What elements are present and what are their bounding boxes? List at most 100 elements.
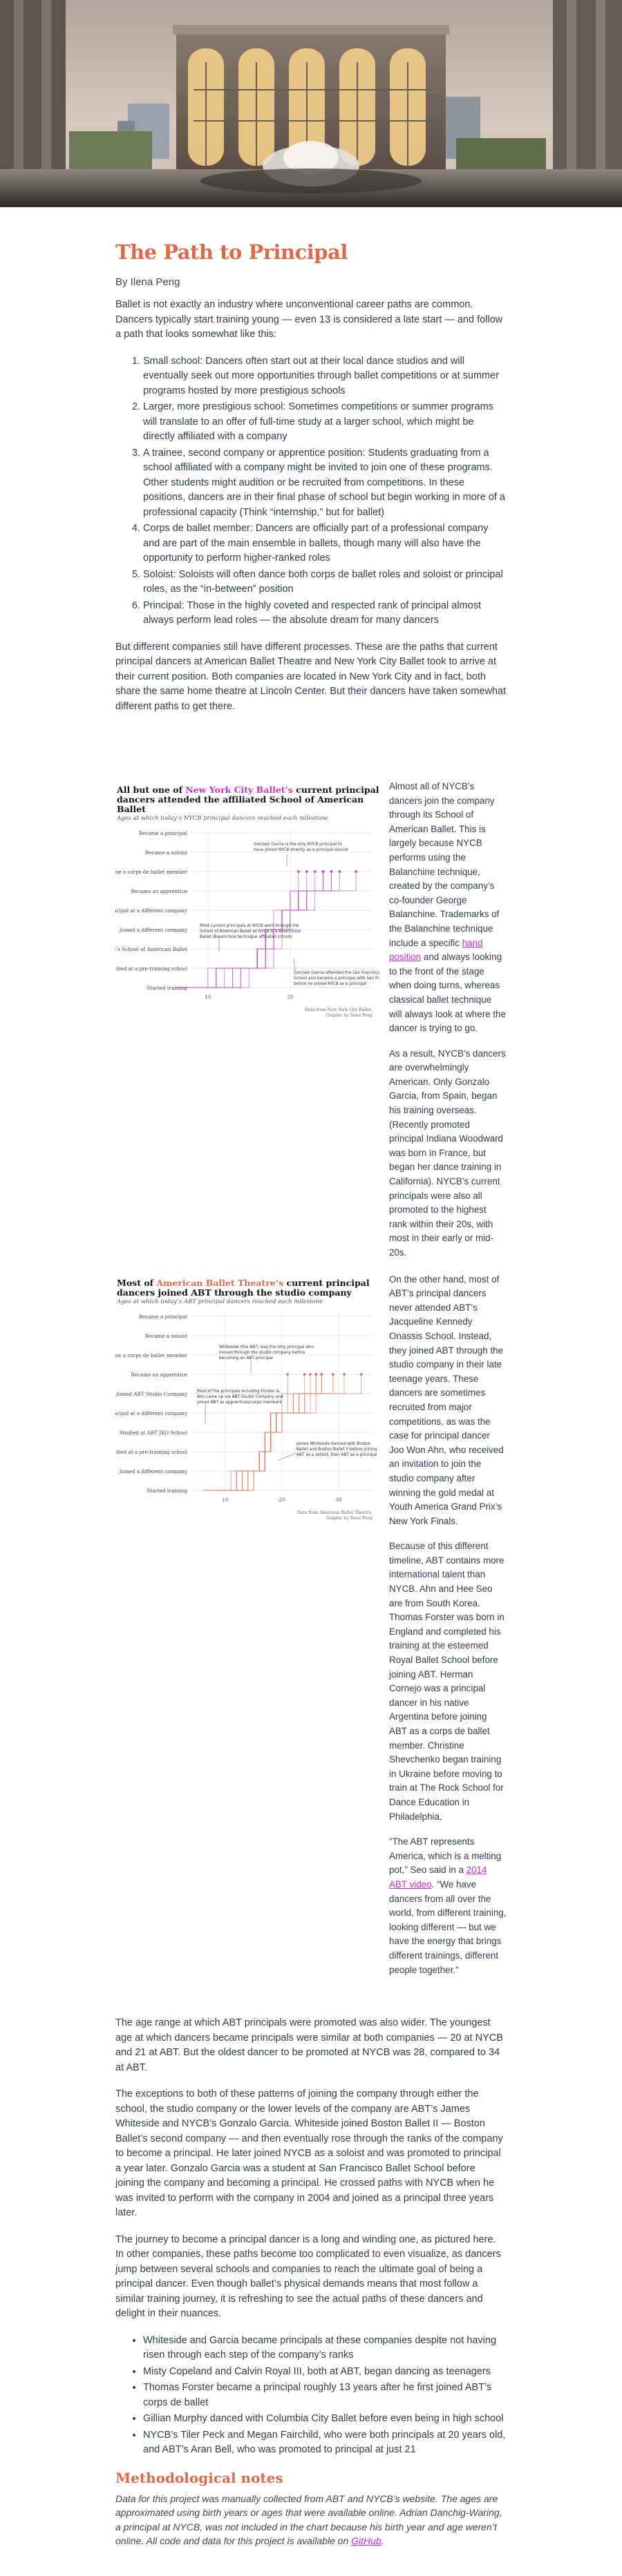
chart-annotation-0: Gonzalo Garcia is the only NYCB principa… bbox=[254, 843, 349, 866]
annotation-line: Ballet and Boston Ballet II before joini… bbox=[296, 1448, 377, 1452]
row-label: Joined a different company bbox=[119, 1468, 188, 1474]
list-item: Corps de ballet member: Dancers are offi… bbox=[143, 521, 507, 566]
chart-credit: Graphic by Ilena Peng bbox=[326, 1516, 373, 1521]
row-label: Studied at ABT JKO School bbox=[120, 1430, 188, 1436]
row-label: Became an apprentice bbox=[131, 888, 187, 894]
annotation-line: joined ABT as apprentices/corps members bbox=[196, 1401, 281, 1405]
abt-video-link[interactable]: 2014 ABT video bbox=[389, 1865, 487, 1890]
nycb-chart-column: All but one of New York City Ballet’s cu… bbox=[73, 780, 395, 1271]
byline: By Ilena Peng bbox=[115, 276, 180, 288]
nycb-chart: Started training Studied at a pre-trainin… bbox=[73, 829, 395, 1018]
row-label: Became a principal bbox=[139, 1314, 188, 1320]
nycb-paragraph-1: Almost all of NYCB’s dancers join the co… bbox=[389, 781, 506, 1034]
annotation-line: James Whiteside danced with Boston bbox=[296, 1442, 371, 1446]
abt-chart-subtitle: Ages at which today’s ABT principal danc… bbox=[117, 1298, 323, 1305]
annotation-line: School and became a principal with San F… bbox=[294, 977, 379, 981]
list-item: Thomas Forster became a principal roughl… bbox=[143, 2381, 507, 2410]
row-label: Studied at a pre-training school bbox=[115, 1449, 188, 1455]
row-label: Became a corps de ballet member bbox=[115, 869, 188, 875]
chart-annotation-1: Most of the principals including Forster… bbox=[196, 1390, 283, 1424]
row-label: Became a soloist bbox=[145, 849, 187, 856]
list-item: Larger, more prestigious school: Sometim… bbox=[143, 400, 507, 445]
abt-section: Most of American Ballet Theatre’s curren… bbox=[73, 1273, 507, 1989]
chart-credit: Graphic by Ilena Peng bbox=[326, 1013, 373, 1018]
x-tick-label: 20 bbox=[279, 1497, 285, 1503]
dancer-endpoint-2 bbox=[313, 870, 317, 873]
abt-chart-column: Most of American Ballet Theatre’s curren… bbox=[73, 1273, 379, 1989]
nycb-paragraph-2: As a result, NYCB’s dancers are overwhel… bbox=[389, 1048, 506, 1258]
article-top: The Path to Principal By Ilena Peng Ball… bbox=[115, 207, 507, 714]
facts-list: Whiteside and Garcia became principals a… bbox=[115, 2334, 507, 2458]
chart-source: Data from American Ballet Theatre, bbox=[297, 1510, 373, 1515]
chart-annotation-2: Gonzalo Garcia attended the San Francisc… bbox=[293, 958, 395, 986]
abt-chart: Started training Joined a different compa… bbox=[73, 1311, 377, 1521]
row-label: Promoted to principal at a different com… bbox=[115, 907, 188, 914]
abt-chart-title: Most of American Ballet Theatre’s curren… bbox=[117, 1277, 370, 1298]
dancer-endpoint-6 bbox=[338, 870, 341, 873]
row-label: Started training bbox=[147, 1488, 187, 1494]
dancer-endpoint-7 bbox=[355, 870, 357, 873]
dancer-endpoint-1 bbox=[309, 1372, 312, 1376]
article-bottom: The age range at which ABT principals we… bbox=[115, 2016, 507, 2548]
chart-source: Data from New York City Ballet, bbox=[305, 1008, 373, 1012]
dancer-endpoint-4 bbox=[359, 1372, 363, 1376]
annotation-line: have joined NYCB directly as a principal… bbox=[254, 848, 349, 852]
annotation-line: Gonzalo Garcia is the only NYCB principa… bbox=[254, 843, 342, 847]
x-tick-label: 10 bbox=[205, 994, 211, 1000]
nycb-chart-title: All but one of New York City Ballet’s cu… bbox=[117, 785, 379, 814]
methodological-notes: Data for this project was manually colle… bbox=[115, 2492, 502, 2547]
row-label: Studied at a pre-training school bbox=[115, 965, 188, 972]
intro-paragraph: Ballet is not exactly an industry where … bbox=[115, 299, 503, 340]
x-tick-label: 10 bbox=[222, 1497, 229, 1503]
dancer-endpoint-8 bbox=[321, 870, 325, 873]
nycb-chart-subtitle: Ages at which today’s NYCB principal dan… bbox=[117, 815, 328, 822]
row-label: Became an apprentice bbox=[131, 1372, 187, 1378]
list-item: Whiteside and Garcia became principals a… bbox=[143, 2334, 507, 2363]
nycb-section: All but one of New York City Ballet’s cu… bbox=[73, 780, 507, 1271]
dancer-path-9 bbox=[216, 872, 332, 988]
dancer-endpoint-7 bbox=[320, 1372, 323, 1376]
seo-quote: “The ABT represents America, which is a … bbox=[389, 1836, 507, 1975]
abt-paragraph-2: Because of this different timeline, ABT … bbox=[389, 1541, 505, 1822]
nycb-text-column: Almost all of NYCB’s dancers join the co… bbox=[389, 780, 507, 1271]
list-item: Soloist: Soloists will often dance both … bbox=[143, 568, 507, 597]
notes-heading: Methodological notes bbox=[115, 2469, 283, 2486]
annotation-line: Whiteside (the ABT) was the only princip… bbox=[219, 1345, 314, 1349]
github-link[interactable]: GitHub bbox=[351, 2535, 381, 2547]
age-paragraph: The age range at which ABT principals we… bbox=[115, 2017, 503, 2073]
annotation-line: Most of the principals including Forster… bbox=[197, 1390, 280, 1394]
annotation-line: Gonzalo Garcia attended the San Francisc… bbox=[294, 971, 379, 975]
list-item: NYCB’s Tiler Peck and Megan Fairchild, w… bbox=[143, 2428, 507, 2458]
list-item: Misty Copeland and Calvin Royal III, bot… bbox=[143, 2365, 507, 2380]
annotation-leader bbox=[293, 958, 296, 972]
dancer-path-8 bbox=[199, 872, 324, 988]
annotation-leader bbox=[278, 1452, 297, 1460]
row-label: Joined a different company bbox=[119, 927, 188, 933]
annotation-line: moved through the studio company before bbox=[219, 1351, 305, 1355]
hand-position-link[interactable]: hand position bbox=[389, 937, 483, 963]
dancer-endpoint-3 bbox=[303, 1372, 306, 1376]
nycb-title-highlight: New York City Ballet’s bbox=[185, 785, 293, 795]
dancer-endpoint-8 bbox=[343, 1372, 346, 1376]
row-label: Joined ABT Studio Company bbox=[115, 1391, 188, 1397]
list-item: Small school: Dancers often start out at… bbox=[143, 354, 507, 399]
lincoln-center-photo bbox=[0, 0, 622, 207]
annotation-line: becoming an ABT principal bbox=[219, 1356, 273, 1361]
list-item: Gillian Murphy danced with Columbia City… bbox=[143, 2412, 507, 2427]
different-paths-paragraph: But different companies still have diffe… bbox=[115, 641, 507, 712]
annotation-line: before he joined NYCB as a principal bbox=[294, 982, 367, 986]
row-label: Became a soloist bbox=[145, 1333, 187, 1339]
journey-paragraph: The journey to become a principal dancer… bbox=[115, 2233, 501, 2320]
dancer-endpoint-3 bbox=[297, 870, 300, 873]
annotation-line: Ahn came up via ABT Studio Company and bbox=[197, 1395, 283, 1399]
annotation-line: ABT as a soloist, then ABT as a principa… bbox=[296, 1453, 377, 1457]
row-label: Became a corps de ballet member bbox=[115, 1352, 188, 1358]
chart-annotation-2: James Whiteside danced with Boston Ballet… bbox=[278, 1442, 377, 1460]
x-tick-label: 20 bbox=[287, 994, 294, 1000]
dancer-endpoint-5 bbox=[286, 1372, 289, 1376]
article-title: The Path to Principal bbox=[115, 240, 348, 264]
x-tick-label: 30 bbox=[335, 1497, 342, 1503]
row-label: Started training bbox=[147, 985, 187, 991]
list-item: A trainee, second company or apprentice … bbox=[143, 446, 507, 521]
dancer-endpoint-1 bbox=[305, 870, 308, 873]
